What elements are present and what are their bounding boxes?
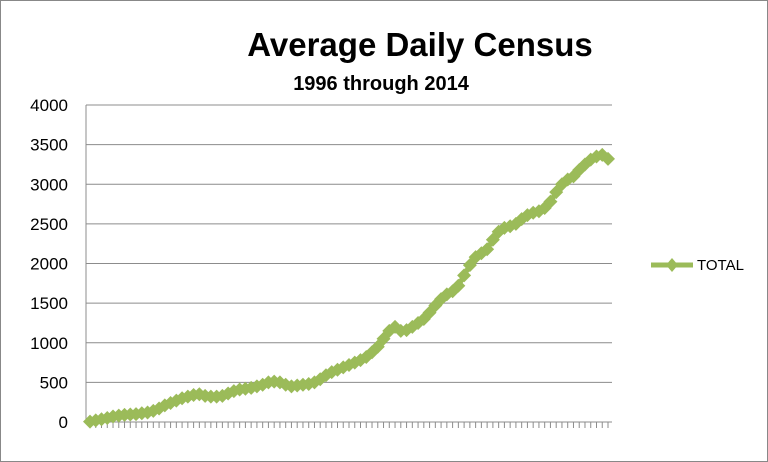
y-tick-label: 3500 (30, 136, 68, 155)
y-tick-label: 1000 (30, 334, 68, 353)
data-point (451, 278, 466, 293)
x-axis (86, 421, 612, 428)
y-tick-label: 2000 (30, 255, 68, 274)
series-line-total (89, 152, 610, 425)
gridlines (86, 104, 612, 383)
data-point (503, 219, 518, 234)
data-point (543, 194, 558, 209)
chart-subtitle: 1996 through 2014 (293, 73, 469, 95)
data-point (480, 242, 495, 257)
y-tick-label: 3000 (30, 175, 68, 194)
y-tick-label: 4000 (30, 96, 68, 115)
y-tick-label: 500 (40, 373, 68, 392)
y-tick-label: 0 (59, 413, 68, 432)
y-tick-label: 1500 (30, 294, 68, 313)
legend-marker (666, 258, 678, 272)
y-axis: 0 500 1000 1500 2000 2500 3000 3500 4000 (30, 96, 87, 432)
data-point (601, 151, 615, 166)
data-point (457, 268, 472, 283)
chart-title: Average Daily Census (247, 26, 593, 63)
legend: TOTAL (651, 257, 744, 274)
y-tick-label: 2500 (30, 215, 68, 234)
plot-area (83, 147, 615, 429)
legend-label-total: TOTAL (697, 257, 744, 274)
